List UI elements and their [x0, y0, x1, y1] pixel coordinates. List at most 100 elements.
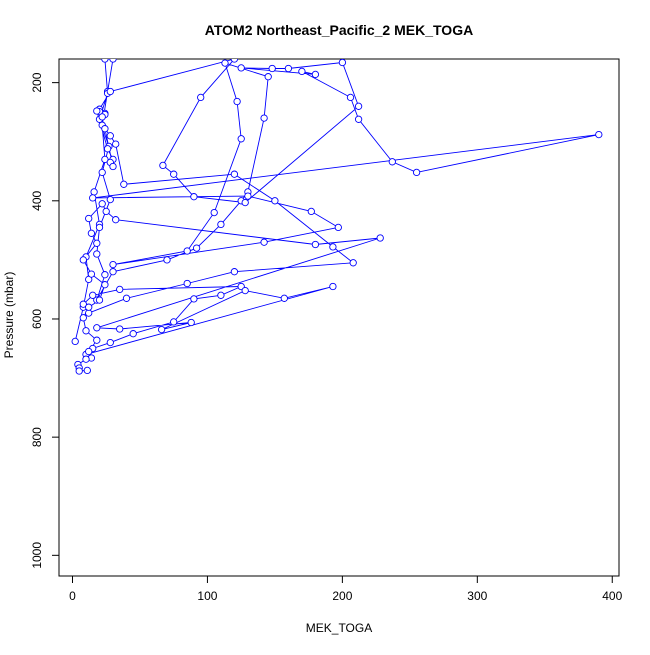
y-tick-label: 400: [30, 190, 44, 210]
data-point: [116, 325, 124, 333]
data-point: [93, 239, 101, 247]
data-point: [338, 59, 347, 67]
x-tick-label: 0: [69, 589, 76, 603]
data-point: [354, 115, 363, 123]
data-point: [284, 64, 293, 73]
data-point: [346, 93, 355, 102]
data-point: [101, 271, 109, 279]
x-tick-label: 300: [467, 589, 487, 603]
data-point: [101, 59, 109, 63]
data-point: [217, 220, 225, 229]
data-point: [163, 256, 171, 264]
data-point: [210, 208, 218, 217]
data-point: [102, 207, 110, 216]
data-point: [187, 318, 195, 327]
y-axis: 200 400 600 800 1000: [30, 72, 60, 569]
data-point: [334, 223, 342, 232]
data-point: [217, 291, 225, 299]
data-point: [98, 113, 106, 121]
data-point: [106, 132, 114, 140]
data-point: [85, 309, 93, 317]
data-point: [271, 197, 279, 205]
data-point: [183, 247, 191, 255]
data-point: [116, 285, 124, 294]
data-point: [120, 180, 128, 188]
data-point: [109, 162, 117, 171]
y-axis-label: Pressure (mbar): [2, 272, 16, 359]
y-tick-label: 600: [30, 309, 44, 329]
data-point: [237, 135, 245, 143]
data-point: [79, 256, 87, 264]
data-point: [311, 240, 320, 249]
data-point: [159, 161, 167, 170]
data-point: [109, 268, 117, 276]
data-point: [98, 200, 106, 208]
data-point: [93, 250, 101, 258]
data-point: [197, 93, 205, 102]
x-axis-label: MEK_TOGA: [306, 621, 372, 635]
data-point: [93, 324, 101, 332]
data-point: [595, 130, 603, 139]
data-point: [89, 291, 97, 299]
data-point: [170, 318, 178, 326]
data-point: [307, 207, 315, 216]
data-point: [85, 347, 93, 356]
data-point: [93, 336, 101, 344]
y-tick-label: 200: [30, 72, 44, 92]
data-point: [190, 295, 198, 303]
data-point: [93, 107, 101, 115]
data-point: [230, 59, 239, 63]
data-point: [183, 279, 191, 288]
data-point: [101, 155, 109, 164]
data-point: [329, 282, 337, 291]
data-point: [85, 214, 93, 223]
data-point: [122, 294, 131, 302]
x-tick-label: 100: [197, 589, 217, 603]
data-point: [233, 97, 241, 106]
data-point: [280, 294, 288, 302]
data-point: [157, 325, 166, 334]
data-point: [241, 198, 249, 207]
data-point: [95, 223, 104, 232]
data-point: [109, 260, 117, 269]
data-point: [82, 327, 90, 335]
data-point: [90, 188, 98, 196]
data-point: [260, 238, 268, 246]
data-point: [106, 87, 114, 96]
chart-title: ATOM2 Northeast_Pacific_2 MEK_TOGA: [205, 22, 473, 38]
data-point: [87, 229, 96, 237]
x-axis: 0 100 200 300 400: [69, 575, 623, 603]
data-point: [87, 270, 96, 278]
data-point: [170, 170, 178, 178]
data-point: [354, 102, 363, 110]
data-point: [412, 168, 421, 177]
y-tick-label: 1000: [30, 542, 44, 569]
data-point: [95, 296, 104, 304]
data-point: [260, 114, 268, 122]
data-point: [241, 286, 249, 295]
data-point: [106, 195, 114, 204]
data-point: [190, 193, 198, 201]
data-point: [71, 337, 79, 346]
data-point: [264, 73, 272, 81]
series-line: [74, 59, 599, 372]
data-point: [109, 59, 117, 63]
data-point: [101, 125, 109, 133]
data-point: [268, 64, 276, 73]
data-point: [89, 194, 97, 202]
data-point: [112, 216, 120, 224]
data-point: [83, 366, 91, 375]
data-point: [376, 234, 384, 242]
data-point: [101, 281, 109, 289]
x-tick-label: 200: [332, 589, 352, 603]
data-point: [79, 300, 87, 308]
data-point: [79, 314, 87, 322]
data-point: [221, 59, 229, 67]
plot-area: [71, 59, 603, 375]
data-point: [103, 145, 112, 153]
data-point: [129, 330, 137, 338]
data-point: [98, 168, 106, 177]
data-point: [244, 192, 252, 200]
